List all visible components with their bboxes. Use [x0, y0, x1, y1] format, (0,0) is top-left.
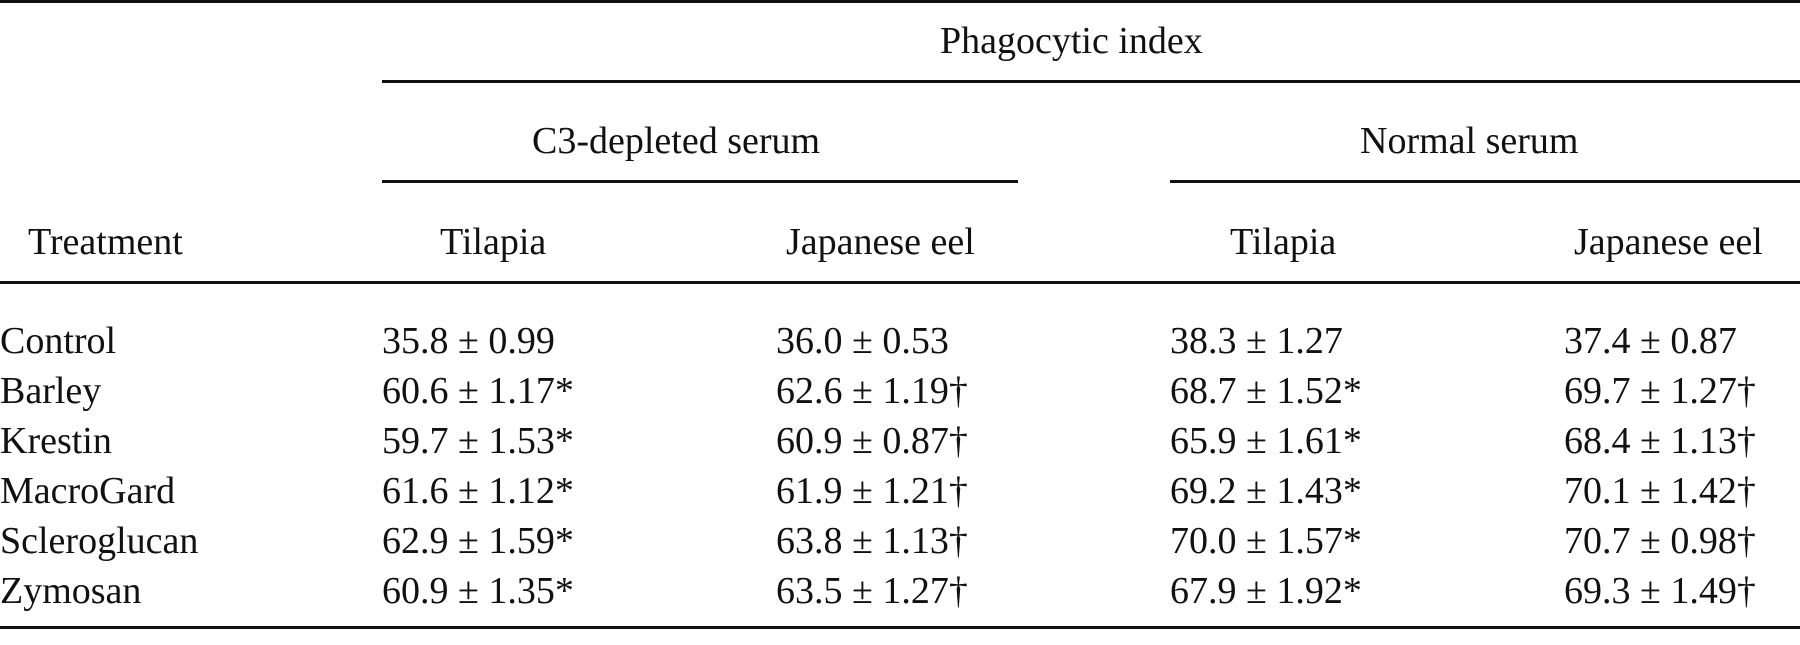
table-cell: 67.9 ± 1.92*: [1170, 570, 1362, 612]
table-cell: 65.9 ± 1.61*: [1170, 420, 1362, 462]
table-cell: 36.0 ± 0.53: [776, 320, 949, 362]
table-cell: 69.2 ± 1.43*: [1170, 470, 1362, 512]
table-cell: 70.0 ± 1.57*: [1170, 520, 1362, 562]
column-header-treatment: Treatment: [28, 221, 183, 263]
table-row-treatment: Krestin: [0, 420, 112, 462]
bottom-rule: [0, 626, 1800, 629]
table-cell: 35.8 ± 0.99: [382, 320, 555, 362]
c3-depleted-underline: [382, 180, 1018, 183]
table-cell: 38.3 ± 1.27: [1170, 320, 1343, 362]
table-cell: 60.6 ± 1.17*: [382, 370, 574, 412]
table-cell: 63.5 ± 1.27†: [776, 570, 968, 612]
column-header-eel-normal: Japanese eel: [1574, 221, 1763, 263]
table-cell: 59.7 ± 1.53*: [382, 420, 574, 462]
table-row-treatment: Barley: [0, 370, 102, 412]
table-cell: 68.7 ± 1.52*: [1170, 370, 1362, 412]
normal-serum-underline: [1170, 180, 1800, 183]
table-cell: 68.4 ± 1.13†: [1564, 420, 1756, 462]
header-bottom-rule: [0, 281, 1800, 284]
group-header-normal: Normal serum: [1360, 120, 1579, 162]
table-cell: 69.3 ± 1.49†: [1564, 570, 1756, 612]
table-cell: 60.9 ± 0.87†: [776, 420, 968, 462]
table-cell: 62.9 ± 1.59*: [382, 520, 574, 562]
column-header-tilapia-normal: Tilapia: [1230, 221, 1337, 263]
table-row-treatment: Scleroglucan: [0, 520, 199, 562]
table-cell: 61.6 ± 1.12*: [382, 470, 574, 512]
table-cell: 70.7 ± 0.98†: [1564, 520, 1756, 562]
super-header: Phagocytic index: [940, 20, 1203, 62]
table-cell: 70.1 ± 1.42†: [1564, 470, 1756, 512]
table-cell: 62.6 ± 1.19†: [776, 370, 968, 412]
table-cell: 61.9 ± 1.21†: [776, 470, 968, 512]
group-header-c3-depleted: C3-depleted serum: [532, 120, 821, 162]
table-cell: 37.4 ± 0.87: [1564, 320, 1737, 362]
top-rule: [0, 0, 1800, 3]
column-header-eel-c3: Japanese eel: [786, 221, 975, 263]
phagocytic-index-underline: [382, 80, 1800, 83]
table-cell: 63.8 ± 1.13†: [776, 520, 968, 562]
table-cell: 69.7 ± 1.27†: [1564, 370, 1756, 412]
column-header-tilapia-c3: Tilapia: [440, 221, 547, 263]
table-row-treatment: MacroGard: [0, 470, 176, 512]
table-row-treatment: Zymosan: [0, 570, 142, 612]
table-row-treatment: Control: [0, 320, 117, 362]
table-cell: 60.9 ± 1.35*: [382, 570, 574, 612]
